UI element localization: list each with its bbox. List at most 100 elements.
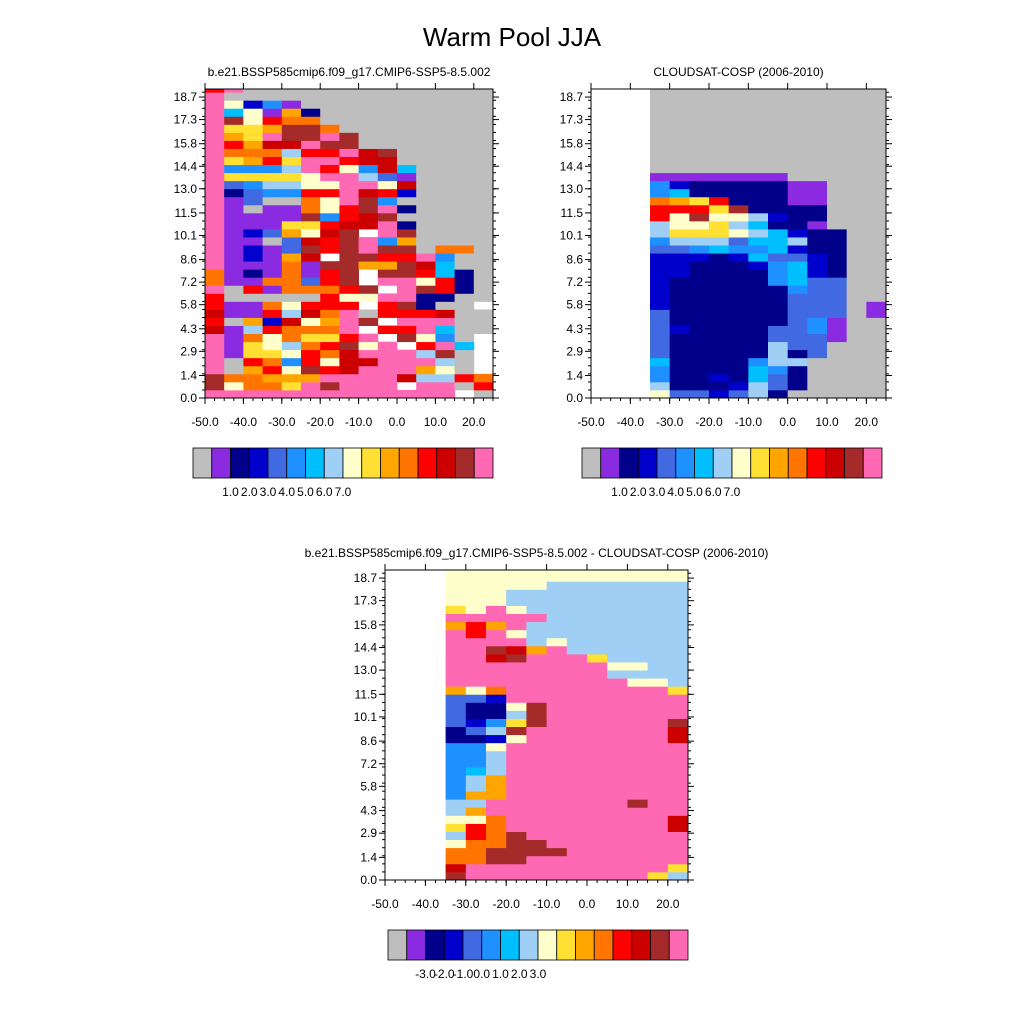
heatmap-cell <box>445 678 467 687</box>
heatmap-cell <box>243 269 263 278</box>
heatmap-cell <box>416 341 436 351</box>
heatmap-cell <box>669 253 690 262</box>
heatmap-cell <box>667 597 689 606</box>
heatmap-cell <box>689 100 710 109</box>
heatmap-cell <box>281 220 302 230</box>
heatmap-cell <box>506 734 527 744</box>
heatmap-cell <box>397 253 417 262</box>
heatmap-cell <box>669 317 690 326</box>
heatmap-cell <box>689 156 710 166</box>
heatmap-cell <box>587 589 608 598</box>
heatmap-cell <box>607 831 628 841</box>
heatmap-cell <box>262 212 283 222</box>
heatmap-cell <box>262 132 283 141</box>
heatmap-cell <box>689 229 710 238</box>
heatmap-cell <box>205 204 225 214</box>
heatmap-cell <box>301 325 321 335</box>
heatmap-cell <box>506 710 527 719</box>
heatmap-cell <box>587 621 608 631</box>
heatmap-cell <box>526 791 547 800</box>
heatmap-cell <box>587 694 608 703</box>
x-tick-label: -20.0 <box>307 415 335 429</box>
heatmap-cell <box>358 92 379 101</box>
heatmap-cell <box>377 188 398 198</box>
heatmap-cell <box>728 180 749 190</box>
heatmap-cell <box>262 269 283 278</box>
heatmap-cell <box>281 212 302 222</box>
y-tick-label: 0.0 <box>360 873 377 887</box>
heatmap-cell <box>807 317 828 326</box>
heatmap-cell <box>397 156 417 166</box>
heatmap-cell <box>587 570 608 574</box>
heatmap-cell <box>846 309 867 318</box>
heatmap-cell <box>827 277 848 286</box>
heatmap-cell <box>526 581 547 590</box>
heatmap-cell <box>748 237 769 246</box>
colorbar-swatch <box>248 447 269 479</box>
heatmap-cell <box>546 847 568 857</box>
heatmap-cell <box>506 662 527 671</box>
heatmap-cell <box>587 678 608 687</box>
heatmap-cell <box>454 229 475 238</box>
heatmap-cell <box>866 325 887 335</box>
heatmap-cell <box>473 237 494 246</box>
heatmap-cell <box>866 309 887 318</box>
heatmap-cell <box>807 196 828 206</box>
heatmap-cell <box>486 766 507 776</box>
colorbar-swatch <box>398 447 419 479</box>
heatmap-cell <box>846 108 867 117</box>
heatmap-cell <box>397 293 417 302</box>
heatmap-cell <box>506 726 527 736</box>
heatmap-cell <box>435 373 455 383</box>
heatmap-cell <box>445 871 467 881</box>
heatmap-cell <box>465 597 487 606</box>
heatmap-cell <box>377 229 398 238</box>
heatmap-cell <box>709 237 730 246</box>
x-tick-label: -30.0 <box>656 415 684 429</box>
heatmap-cell <box>506 847 527 857</box>
heatmap-cell <box>301 212 321 222</box>
heatmap-cell <box>473 373 494 383</box>
heatmap-cell <box>650 156 671 166</box>
heatmap-cell <box>416 156 436 166</box>
heatmap-cell <box>262 357 283 367</box>
heatmap-cell <box>281 365 302 375</box>
heatmap-cell <box>205 156 225 166</box>
heatmap-cell <box>473 196 494 206</box>
heatmap-cell <box>647 629 669 639</box>
heatmap-cell <box>566 637 588 647</box>
heatmap-cell <box>320 92 340 101</box>
heatmap-cell <box>526 839 547 849</box>
heatmap-cell <box>339 132 359 141</box>
heatmap-cell <box>243 357 263 367</box>
heatmap-cell <box>526 750 547 760</box>
heatmap-cell <box>709 116 730 125</box>
heatmap-cell <box>281 309 302 318</box>
heatmap-cell <box>435 188 455 198</box>
heatmap-cell <box>486 799 507 808</box>
heatmap-cell <box>205 349 225 359</box>
heatmap-cell <box>243 156 263 166</box>
heatmap-cell <box>787 212 808 222</box>
heatmap-cell <box>667 637 689 647</box>
heatmap-cell <box>301 180 321 190</box>
heatmap-cell <box>667 589 689 598</box>
heatmap-cell <box>435 293 455 302</box>
heatmap-cell <box>866 253 887 262</box>
heatmap-cell <box>607 783 628 792</box>
heatmap-cell <box>435 220 455 230</box>
heatmap-cell <box>669 309 690 318</box>
heatmap-cell <box>243 317 263 326</box>
heatmap-cell <box>607 758 628 768</box>
heatmap-cell <box>650 301 671 310</box>
heatmap-cell <box>377 140 398 149</box>
heatmap-cell <box>566 750 588 760</box>
heatmap-cell <box>377 100 398 109</box>
y-tick-label: 5.8 <box>566 298 583 312</box>
heatmap-cell <box>320 116 340 125</box>
heatmap-cell <box>526 726 547 736</box>
heatmap-cell <box>768 269 789 278</box>
heatmap-cell <box>339 172 359 182</box>
heatmap-cell <box>667 734 689 744</box>
